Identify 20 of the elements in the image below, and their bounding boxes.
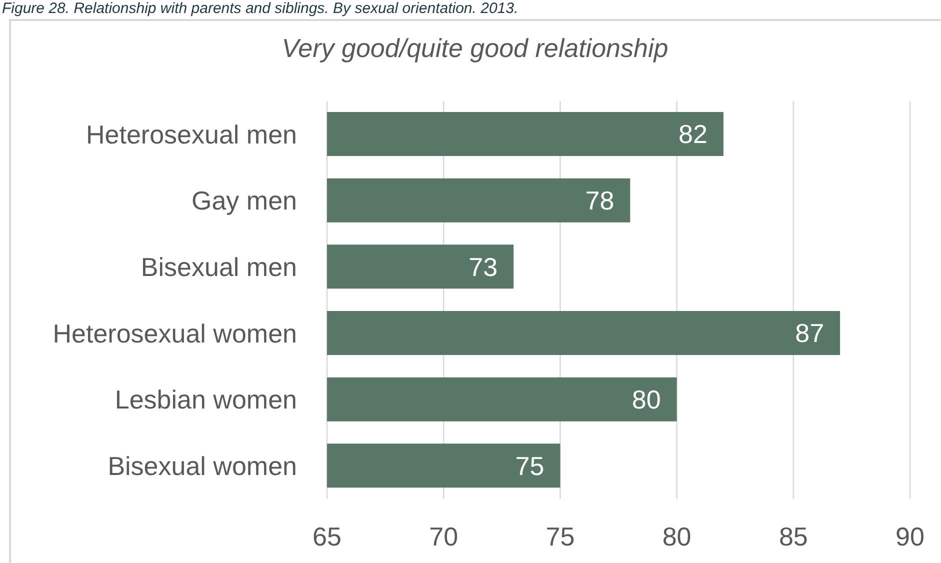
y-tick-label: Gay men	[192, 186, 297, 216]
x-tick-label: 70	[429, 521, 458, 552]
data-label: 82	[678, 119, 708, 150]
y-tick-label: Bisexual men	[140, 252, 297, 282]
chart-title: Figure 28. Relationship with parents and siblings. By sexual orientation. 2013.	[2, 0, 518, 17]
x-tick-label: 85	[778, 521, 808, 552]
y-tick-label: Bisexual women	[108, 451, 297, 482]
data-label: 78	[585, 186, 614, 216]
chart-subtitle: Very good/quite good relationship	[280, 33, 670, 64]
y-tick-label: Heterosexual women	[52, 318, 297, 348]
data-label: 87	[795, 318, 824, 348]
data-label: 73	[468, 252, 498, 282]
x-tick-label: 80	[662, 521, 692, 552]
y-tick-label: Lesbian women	[114, 384, 297, 415]
x-tick-label: 90	[896, 521, 924, 552]
x-tick-label: 65	[312, 521, 342, 552]
data-label: 75	[515, 450, 544, 481]
y-tick-label: Heterosexual men	[86, 119, 297, 150]
data-label: 80	[632, 384, 661, 415]
x-tick-label: 75	[546, 521, 575, 552]
